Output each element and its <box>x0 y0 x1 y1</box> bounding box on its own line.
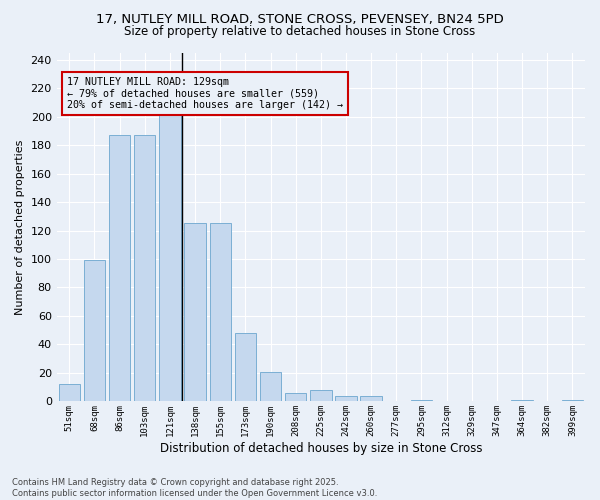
Bar <box>109 135 130 402</box>
Bar <box>361 396 382 402</box>
Bar <box>134 135 155 402</box>
Bar <box>235 333 256 402</box>
Bar <box>511 400 533 402</box>
Bar <box>562 400 583 402</box>
Bar <box>285 393 307 402</box>
X-axis label: Distribution of detached houses by size in Stone Cross: Distribution of detached houses by size … <box>160 442 482 455</box>
Text: 17 NUTLEY MILL ROAD: 129sqm
← 79% of detached houses are smaller (559)
20% of se: 17 NUTLEY MILL ROAD: 129sqm ← 79% of det… <box>67 77 343 110</box>
Bar <box>335 396 356 402</box>
Bar <box>260 372 281 402</box>
Bar <box>411 400 432 402</box>
Bar <box>310 390 332 402</box>
Y-axis label: Number of detached properties: Number of detached properties <box>15 140 25 314</box>
Text: 17, NUTLEY MILL ROAD, STONE CROSS, PEVENSEY, BN24 5PD: 17, NUTLEY MILL ROAD, STONE CROSS, PEVEN… <box>96 12 504 26</box>
Text: Size of property relative to detached houses in Stone Cross: Size of property relative to detached ho… <box>124 25 476 38</box>
Bar <box>84 260 105 402</box>
Bar <box>59 384 80 402</box>
Bar <box>184 224 206 402</box>
Text: Contains HM Land Registry data © Crown copyright and database right 2025.
Contai: Contains HM Land Registry data © Crown c… <box>12 478 377 498</box>
Bar <box>159 115 181 402</box>
Bar <box>209 224 231 402</box>
